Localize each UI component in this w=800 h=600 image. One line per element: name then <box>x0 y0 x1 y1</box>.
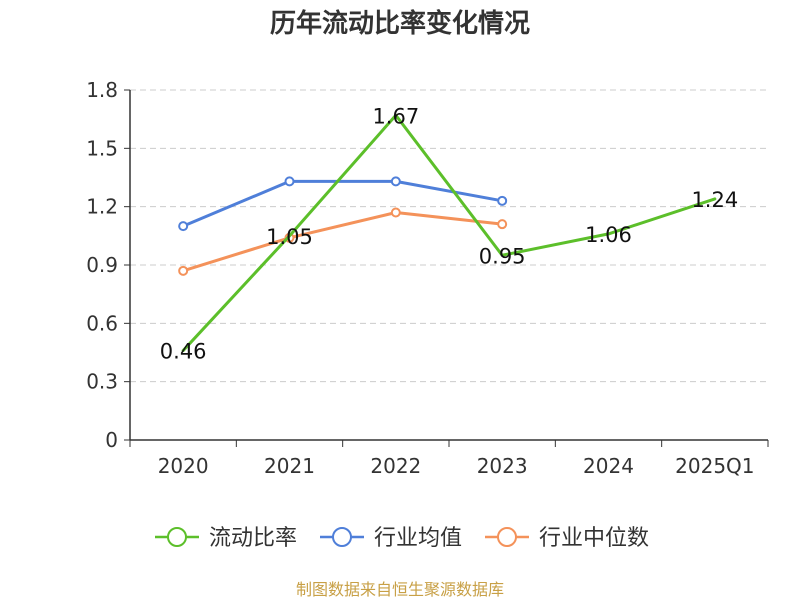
data-point <box>178 221 189 232</box>
chart-title: 历年流动比率变化情况 <box>270 8 530 39</box>
x-tick-label: 2020 <box>158 454 209 478</box>
series-line-1 <box>181 179 504 228</box>
legend-marker <box>332 527 352 547</box>
legend-label: 流动比率 <box>209 526 297 551</box>
data-point <box>390 207 401 218</box>
x-tick-label: 2023 <box>477 454 528 478</box>
legend-marker <box>167 527 187 547</box>
y-tick-label: 0.6 <box>86 311 118 335</box>
legend-item-0: 流动比率 <box>155 526 297 551</box>
x-tick-label: 2024 <box>583 454 634 478</box>
legend-item-1: 行业均值 <box>320 526 462 551</box>
legend-label: 行业均值 <box>374 526 462 551</box>
legend-label: 行业中位数 <box>539 526 649 551</box>
series-line-2 <box>181 211 504 273</box>
y-tick-label: 1.5 <box>86 136 118 160</box>
data-label: 0.46 <box>160 340 207 364</box>
data-point <box>497 195 508 206</box>
source-note: 制图数据来自恒生聚源数据库 <box>296 580 504 599</box>
x-tick-label: 2022 <box>370 454 421 478</box>
y-tick-label: 0.9 <box>86 253 118 277</box>
y-tick-label: 1.2 <box>86 195 118 219</box>
x-tick-label: 2025Q1 <box>675 454 754 478</box>
data-label: 1.67 <box>372 104 419 128</box>
data-label: 1.06 <box>585 223 632 247</box>
data-point <box>497 219 508 230</box>
x-tick-label: 2021 <box>264 454 315 478</box>
legend-item-2: 行业中位数 <box>485 526 649 551</box>
data-label: 1.05 <box>266 225 313 249</box>
series-line-0 <box>181 113 717 353</box>
data-label: 0.95 <box>479 244 526 268</box>
y-tick-label: 0.3 <box>86 370 118 394</box>
data-point <box>178 265 189 276</box>
legend-marker <box>497 527 517 547</box>
data-point <box>390 176 401 187</box>
y-tick-label: 0 <box>105 428 118 452</box>
y-tick-label: 1.8 <box>86 78 118 102</box>
data-label: 1.24 <box>691 188 738 212</box>
data-point <box>284 176 295 187</box>
